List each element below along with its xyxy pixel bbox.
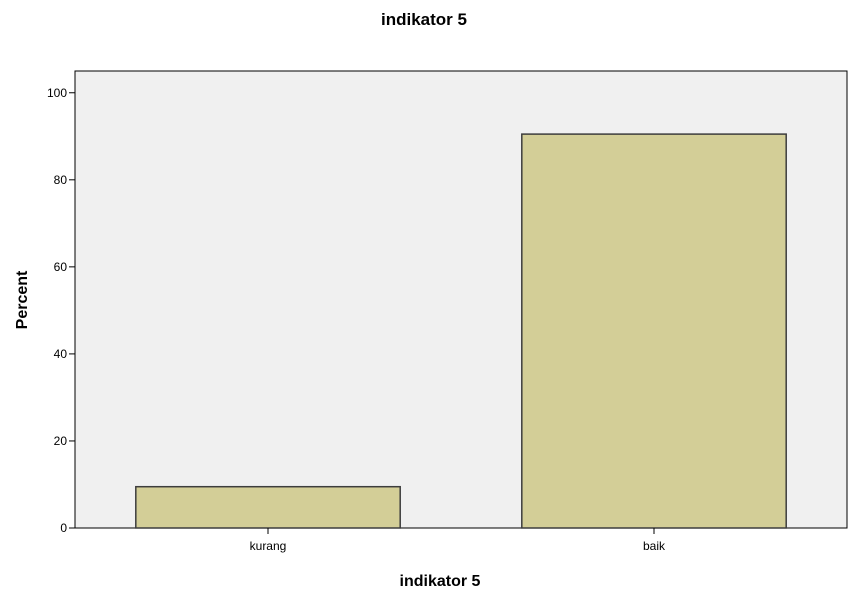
x-tick-label-baik: baik xyxy=(643,539,666,553)
bars-layer xyxy=(135,133,787,529)
y-tick-label: 100 xyxy=(47,86,67,100)
y-tick-label: 80 xyxy=(54,173,68,187)
y-tick-label: 40 xyxy=(54,347,68,361)
chart-title: indikator 5 xyxy=(381,10,467,29)
y-axis-label: Percent xyxy=(14,270,31,329)
y-tick-label: 0 xyxy=(60,521,67,535)
y-tick-label: 60 xyxy=(54,260,68,274)
axes-layer: 0 20 40 60 80 100 kurang baik xyxy=(47,86,666,553)
bar-kurang xyxy=(135,485,401,529)
bar-baik xyxy=(521,133,787,529)
x-tick-label-kurang: kurang xyxy=(250,539,287,553)
y-tick-label: 20 xyxy=(54,434,68,448)
x-axis-label: indikator 5 xyxy=(400,573,481,590)
